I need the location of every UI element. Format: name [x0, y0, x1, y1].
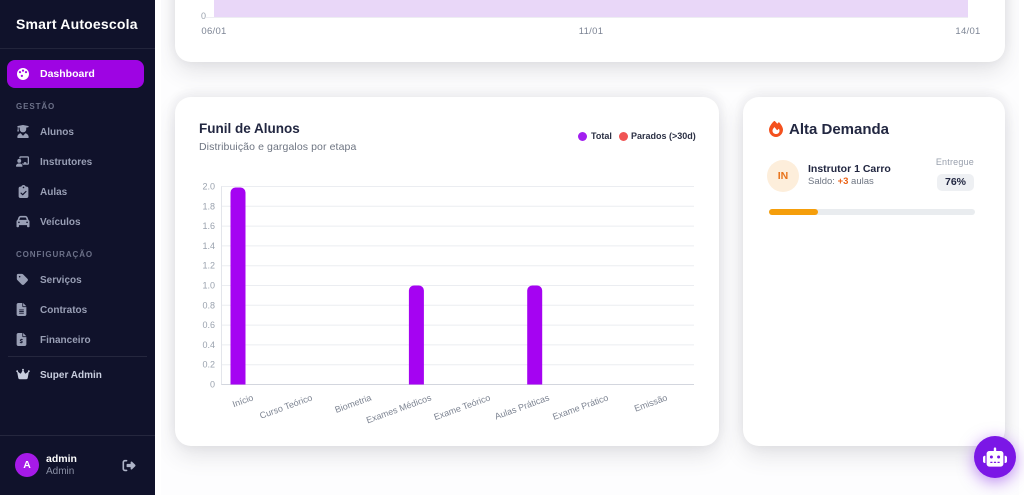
- svg-text:1.0: 1.0: [202, 281, 215, 291]
- svg-text:Aulas Práticas: Aulas Práticas: [493, 392, 551, 421]
- svg-text:0: 0: [210, 380, 215, 390]
- svg-text:2.0: 2.0: [202, 182, 215, 192]
- svg-text:1.8: 1.8: [202, 201, 215, 211]
- svg-text:1.2: 1.2: [202, 261, 215, 271]
- svg-text:Exames Médicos: Exames Médicos: [365, 392, 433, 425]
- svg-text:Início: Início: [231, 392, 255, 409]
- svg-text:Exame Prático: Exame Prático: [551, 392, 609, 421]
- svg-text:Curso Teórico: Curso Teórico: [258, 392, 313, 420]
- svg-text:0.4: 0.4: [202, 340, 215, 350]
- svg-text:1.6: 1.6: [202, 221, 215, 231]
- svg-text:0.6: 0.6: [202, 320, 215, 330]
- svg-text:1.4: 1.4: [202, 241, 215, 251]
- svg-text:Emissão: Emissão: [633, 392, 669, 413]
- svg-text:0.2: 0.2: [202, 360, 215, 370]
- svg-text:0.8: 0.8: [202, 300, 215, 310]
- svg-text:Biometria: Biometria: [334, 392, 373, 414]
- svg-text:Exame Teórico: Exame Teórico: [432, 392, 491, 422]
